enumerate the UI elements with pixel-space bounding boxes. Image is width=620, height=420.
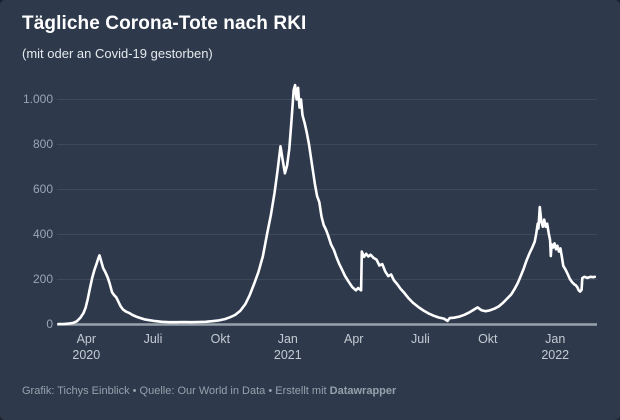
y-tick-label: 200 bbox=[32, 272, 53, 286]
chart-title: Tägliche Corona-Tote nach RKI bbox=[22, 13, 307, 34]
x-tick-label: Apr bbox=[344, 332, 364, 346]
data-line bbox=[57, 83, 597, 326]
x-tick-label: Juli bbox=[411, 332, 430, 346]
y-tick-label: 1.000 bbox=[22, 92, 53, 106]
x-tick-label: Juli bbox=[143, 332, 163, 346]
footer-credit: Grafik: Tichys Einblick • Quelle: Our Wo… bbox=[22, 385, 330, 397]
x-tick-year: 2021 bbox=[273, 348, 302, 362]
x-tick-label: Okt bbox=[478, 332, 498, 346]
x-tick-label: Jan 2022 bbox=[541, 332, 570, 362]
y-tick-label: 800 bbox=[32, 137, 53, 151]
x-tick-year: 2020 bbox=[72, 348, 101, 362]
y-tick-label: 0 bbox=[46, 317, 53, 331]
chart-footer: Grafik: Tichys Einblick • Quelle: Our Wo… bbox=[22, 385, 396, 397]
x-tick-label: Apr 2020 bbox=[72, 332, 101, 362]
footer-brand-link[interactable]: Datawrapper bbox=[329, 385, 397, 397]
x-tick-label: Okt bbox=[210, 332, 231, 346]
y-tick-label: 600 bbox=[32, 182, 53, 196]
chart-subtitle: (mit oder an Covid-19 gestorben) bbox=[22, 46, 213, 61]
y-tick-label: 400 bbox=[32, 227, 53, 241]
x-tick-year: 2022 bbox=[541, 348, 570, 362]
x-tick-label: Jan 2021 bbox=[273, 332, 302, 362]
